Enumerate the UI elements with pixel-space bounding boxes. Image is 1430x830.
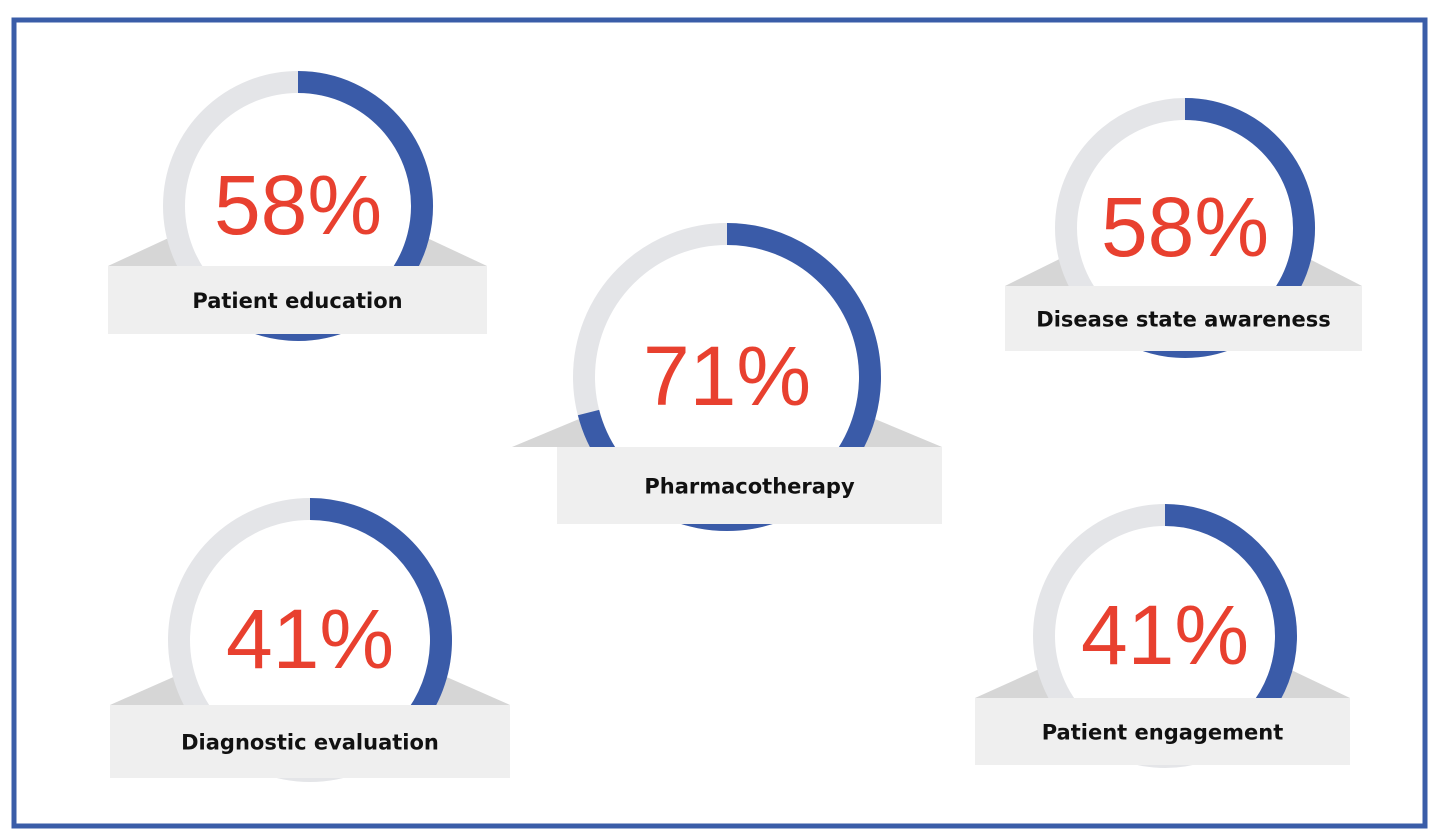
value-label: 41% xyxy=(1081,588,1249,682)
value-label: 58% xyxy=(214,158,382,252)
category-label: Disease state awareness xyxy=(1036,308,1330,332)
label-box xyxy=(110,705,510,778)
value-label: 71% xyxy=(643,329,811,423)
category-label: Patient engagement xyxy=(1042,721,1284,745)
label-box xyxy=(975,698,1350,765)
label-box xyxy=(557,447,942,524)
category-label: Diagnostic evaluation xyxy=(181,731,439,755)
label-box xyxy=(108,266,487,334)
label-box xyxy=(1005,286,1362,351)
category-label: Pharmacotherapy xyxy=(644,475,855,499)
category-label: Patient education xyxy=(192,289,402,313)
value-label: 58% xyxy=(1101,180,1269,274)
value-label: 41% xyxy=(226,592,394,686)
